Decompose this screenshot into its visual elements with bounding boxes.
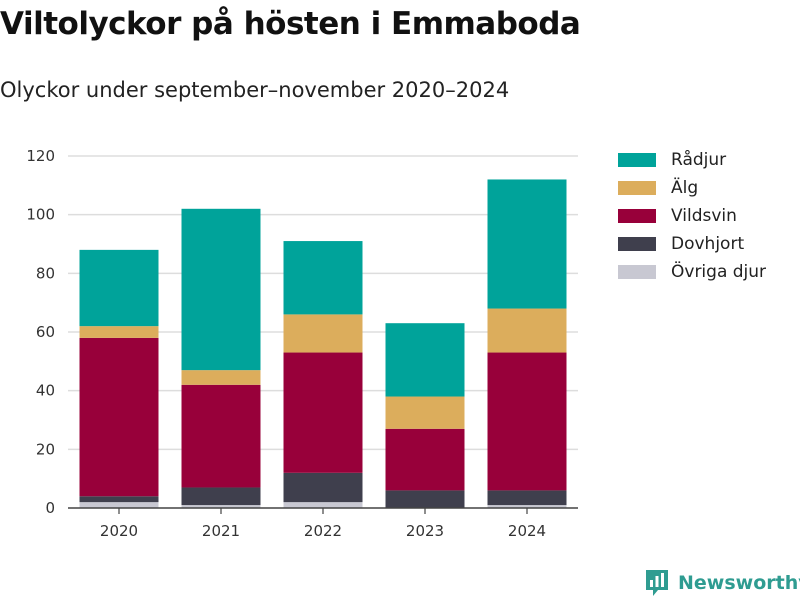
bar-2020-ovriga — [79, 502, 159, 508]
legend-item-vildsvin: Vildsvin — [618, 202, 766, 230]
bar-2020-dovhjort — [79, 496, 159, 503]
y-tick-label-100: 100 — [26, 206, 55, 224]
bar-2021-ovriga — [181, 505, 261, 508]
bar-2024-ovriga — [487, 505, 567, 508]
chart-title: Viltolyckor på hösten i Emmaboda — [0, 6, 581, 42]
bar-2021-vildsvin — [181, 384, 261, 488]
y-tick-label-20: 20 — [36, 440, 55, 458]
legend-swatch-vildsvin — [618, 209, 656, 223]
x-tick-label-2022: 2022 — [304, 522, 342, 540]
y-tick-label-0: 0 — [45, 499, 55, 517]
bar-2023-vildsvin — [385, 428, 465, 491]
bar-2021-radjur — [181, 208, 261, 371]
legend-label-alg: Älg — [671, 178, 699, 198]
legend-label-vildsvin: Vildsvin — [671, 206, 737, 226]
x-tick-label-2024: 2024 — [508, 522, 546, 540]
chart-subtitle: Olyckor under september–november 2020–20… — [0, 78, 510, 102]
y-tick-label-80: 80 — [36, 264, 55, 282]
legend-item-dovhjort: Dovhjort — [618, 230, 766, 258]
bar-2023-alg — [385, 396, 465, 429]
legend-item-ovriga: Övriga djur — [618, 258, 766, 286]
bar-2020-vildsvin — [79, 337, 159, 497]
legend-swatch-alg — [618, 181, 656, 195]
bar-2021-dovhjort — [181, 487, 261, 506]
chart-legend: Rådjur Älg Vildsvin Dovhjort Övriga djur — [618, 146, 766, 286]
bar-2022-dovhjort — [283, 472, 363, 503]
bar-2020-alg — [79, 326, 159, 338]
bar-2021-alg — [181, 370, 261, 385]
legend-swatch-ovriga — [618, 265, 656, 279]
bar-2024-vildsvin — [487, 352, 567, 491]
x-tick-label-2023: 2023 — [406, 522, 444, 540]
bar-2022-radjur — [283, 241, 363, 315]
bar-2022-alg — [283, 314, 363, 353]
legend-item-radjur: Rådjur — [618, 146, 766, 174]
legend-label-dovhjort: Dovhjort — [671, 234, 745, 254]
legend-swatch-dovhjort — [618, 237, 656, 251]
bar-2023-radjur — [385, 323, 465, 397]
legend-item-alg: Älg — [618, 174, 766, 202]
newsworthy-logo: Newsworthy — [644, 568, 800, 598]
bar-2023-dovhjort — [385, 490, 465, 508]
legend-label-ovriga: Övriga djur — [671, 262, 767, 282]
newsworthy-icon — [646, 570, 668, 596]
y-tick-label-40: 40 — [36, 382, 55, 400]
bar-2024-dovhjort — [487, 490, 567, 506]
bar-2022-ovriga — [283, 502, 363, 508]
x-tick-label-2020: 2020 — [100, 522, 138, 540]
bar-2022-vildsvin — [283, 352, 363, 473]
x-tick-label-2021: 2021 — [202, 522, 240, 540]
bar-2020-radjur — [79, 249, 159, 327]
brand-name: Newsworthy — [678, 572, 800, 594]
legend-swatch-radjur — [618, 153, 656, 167]
y-tick-label-120: 120 — [26, 147, 55, 165]
legend-label-radjur: Rådjur — [671, 150, 727, 170]
bar-2024-alg — [487, 308, 567, 353]
bar-2024-radjur — [487, 179, 567, 309]
y-tick-label-60: 60 — [36, 323, 55, 341]
